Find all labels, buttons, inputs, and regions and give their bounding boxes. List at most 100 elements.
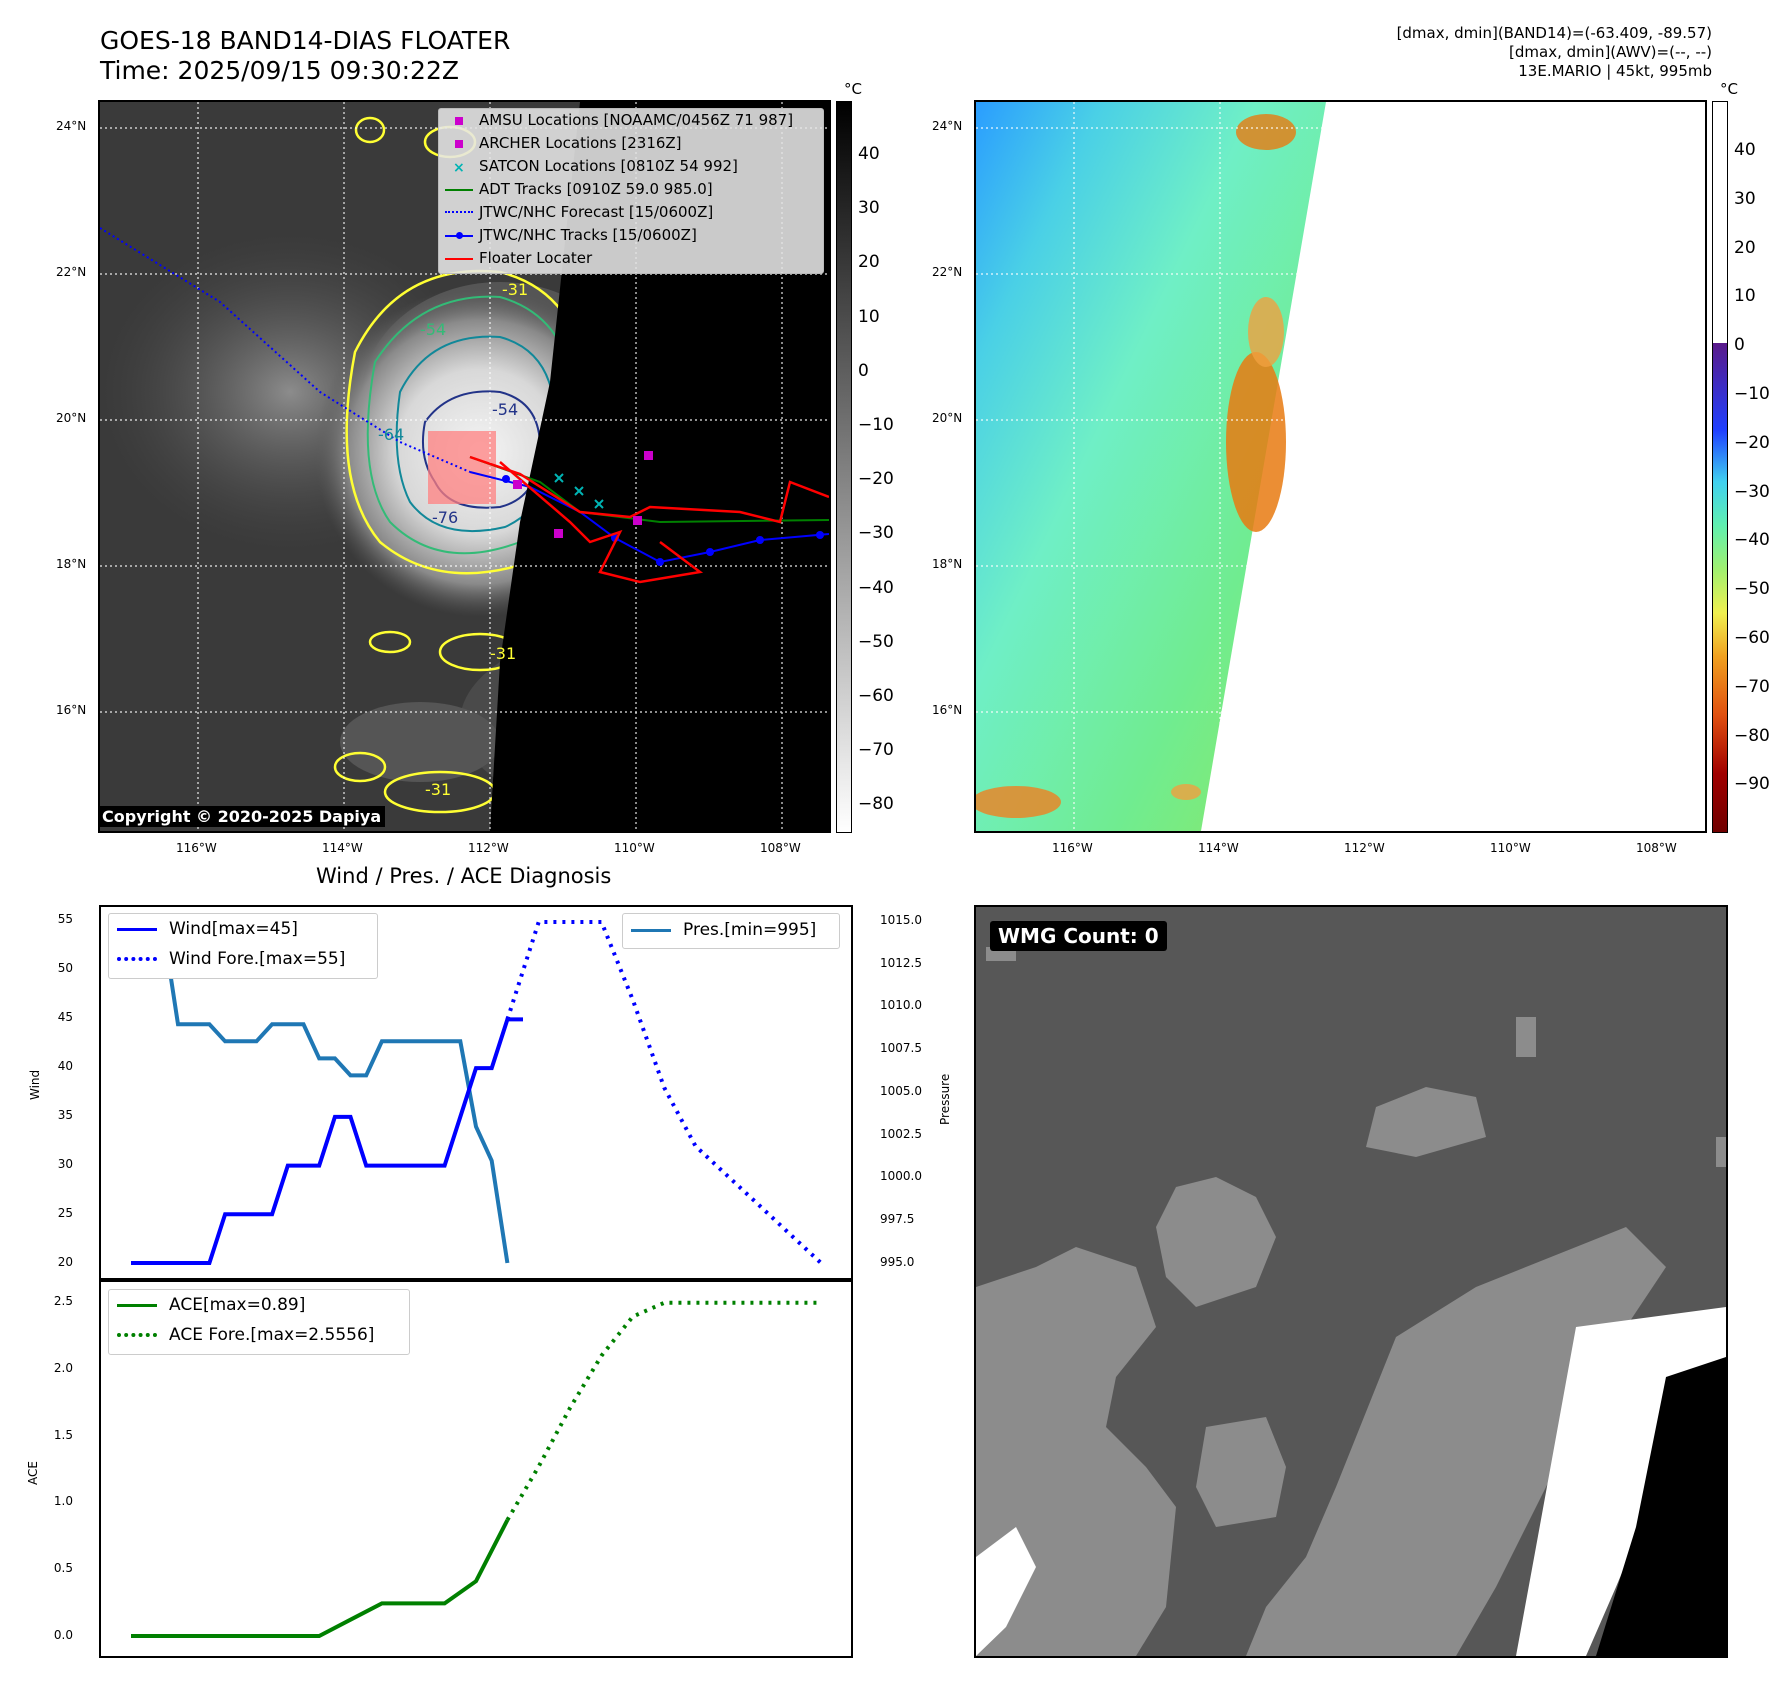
ace-axis-label: ACE: [26, 1461, 40, 1485]
wind-pressure-plot: [99, 905, 853, 1280]
legend-item: × SATCON Locations [0810Z 54 992]: [453, 157, 738, 176]
legend-item: Wind Fore.[max=55]: [109, 944, 377, 974]
legend-item: AMSU Locations [NOAAMC/0456Z 71 987]: [439, 109, 823, 132]
lat-label: 22°N: [932, 265, 963, 279]
legend-item: ARCHER Locations [2316Z]: [439, 132, 823, 155]
contour-label: -31: [490, 644, 517, 663]
map-legend: AMSU Locations [NOAAMC/0456Z 71 987] ARC…: [438, 108, 824, 274]
colorbar-tick-label: 0: [1734, 335, 1745, 356]
wind-tick-label: 50: [57, 961, 73, 975]
legend-label: Wind Fore.[max=55]: [169, 949, 346, 969]
colorbar-tick-label: −50: [858, 631, 894, 652]
ace-tick-label: 0.5: [53, 1561, 73, 1576]
legend-label: ACE Fore.[max=2.5556]: [169, 1325, 375, 1345]
pressure-tick-label: 997.5: [880, 1211, 915, 1226]
pressure-tick-label: 1000.0: [880, 1169, 922, 1184]
pressure-tick-label: 1005.0: [880, 1083, 922, 1098]
colorbar-tick-label: 20: [858, 252, 880, 273]
lon-label: 112°W: [1344, 841, 1385, 855]
pressure-tick-label: 1015.0: [880, 913, 922, 927]
colorbar-tick-label: −60: [1734, 628, 1770, 648]
wind-tick-label: 55: [57, 912, 73, 926]
meta-storm: 13E.MARIO | 45kt, 995mb: [1518, 62, 1712, 80]
lon-label: 112°W: [468, 841, 509, 855]
ace-tick-label: 2.0: [53, 1360, 73, 1375]
ace-svg: [131, 1300, 821, 1638]
contour-label: -31: [502, 280, 529, 299]
lon-label: 108°W: [760, 841, 801, 855]
lat-label: 24°N: [932, 119, 963, 133]
wind_forecast-series-line: [505, 920, 823, 1265]
colorbar-tick-label: −90: [1734, 774, 1770, 795]
legend-label: SATCON Locations [0810Z 54 992]: [479, 157, 738, 175]
lat-label: 22°N: [56, 265, 87, 279]
ace_forecast-series-line: [505, 1300, 821, 1522]
colorbar-tick-label: 30: [858, 198, 880, 219]
lat-label: 18°N: [56, 557, 87, 571]
ace-series-line: [131, 1519, 510, 1638]
colorbar-tick-label: −20: [858, 469, 894, 490]
ace-tick-label: 0.0: [53, 1628, 73, 1642]
colorbar-tick-label: 10: [1734, 286, 1756, 307]
legend-item: Pres.[min=995]: [623, 914, 839, 946]
lon-label: 110°W: [1490, 841, 1531, 855]
wind-tick-label: 30: [57, 1157, 73, 1171]
pressure-tick-label: 1012.5: [880, 955, 922, 970]
legend-label: JTWC/NHC Forecast [15/0600Z]: [479, 203, 714, 221]
diag-title: Wind / Pres. / ACE Diagnosis: [316, 864, 612, 888]
meta-awv: [dmax, dmin](AWV)=(--, --): [1509, 43, 1712, 61]
legend-item: ACE Fore.[max=2.5556]: [109, 1320, 409, 1350]
wind-series-line: [131, 1017, 523, 1265]
copyright: Copyright © 2020-2025 Dapiya: [98, 806, 386, 827]
colorbar-tick-label: 20: [1734, 237, 1756, 258]
lon-label: 116°W: [1052, 841, 1093, 855]
legend-label: JTWC/NHC Tracks [15/0600Z]: [479, 226, 697, 244]
wind-tick-label: 25: [57, 1206, 73, 1220]
lat-label: 20°N: [932, 411, 963, 425]
contour-label: -31: [425, 780, 452, 799]
legend-label: Pres.[min=995]: [683, 920, 817, 940]
wind-axis-label: Wind: [28, 1069, 42, 1100]
lon-label: 116°W: [176, 841, 217, 855]
ir-colorbar: [836, 101, 852, 833]
contour-label: -54: [492, 400, 519, 419]
legend-label: ACE[max=0.89]: [169, 1295, 306, 1315]
awv-map-panel: [974, 100, 1707, 833]
pressure-axis-label: Pressure: [938, 1073, 952, 1125]
awv-colorbar: [1712, 101, 1728, 833]
awv-map-image: [976, 102, 1705, 831]
colorbar-tick-label: 10: [858, 306, 880, 327]
wind-pressure-svg: [131, 920, 823, 1265]
wind-tick-label: 40: [57, 1059, 73, 1073]
legend-label: ADT Tracks [0910Z 59.0 985.0]: [479, 180, 713, 198]
colorbar-tick-label: −40: [1734, 530, 1770, 551]
lat-label: 18°N: [932, 557, 963, 571]
colorbar-tick-label: −30: [1734, 481, 1770, 502]
lat-label: 16°N: [56, 703, 87, 717]
colorbar-tick-label: −70: [858, 740, 894, 761]
legend-item: Floater Locater: [439, 247, 823, 270]
lon-label: 110°W: [614, 841, 655, 855]
lon-label: 114°W: [1198, 841, 1239, 855]
legend-item: Wind[max=45]: [109, 914, 377, 944]
legend-item: JTWC/NHC Tracks [15/0600Z]: [439, 224, 823, 247]
ace-tick-label: 1.0: [53, 1494, 73, 1509]
pressure-tick-label: 1007.5: [880, 1041, 922, 1056]
colorbar-tick-label: −10: [1734, 384, 1770, 404]
colorbar-tick-label: −50: [1734, 579, 1770, 600]
lon-label: 114°W: [322, 841, 363, 855]
pressure-tick-label: 995.0: [880, 1254, 915, 1269]
colorbar-tick-label: 30: [1734, 188, 1756, 209]
legend-item: ADT Tracks [0910Z 59.0 985.0]: [439, 178, 823, 201]
colorbar-tick-label: 40: [858, 144, 880, 164]
wind-tick-label: 45: [57, 1010, 73, 1024]
colorbar-tick-label: −70: [1734, 676, 1770, 697]
wmg-panel: [974, 905, 1728, 1658]
wmg-image: [976, 907, 1726, 1656]
timestamp: Time: 2025/09/15 09:30:22Z: [100, 56, 459, 85]
colorbar-unit: °C: [844, 80, 862, 98]
lat-label: 20°N: [56, 411, 87, 425]
legend-label: AMSU Locations [NOAAMC/0456Z 71 987]: [479, 111, 794, 129]
wind-tick-label: 35: [57, 1108, 73, 1122]
pressure-series-line: [131, 920, 510, 1264]
